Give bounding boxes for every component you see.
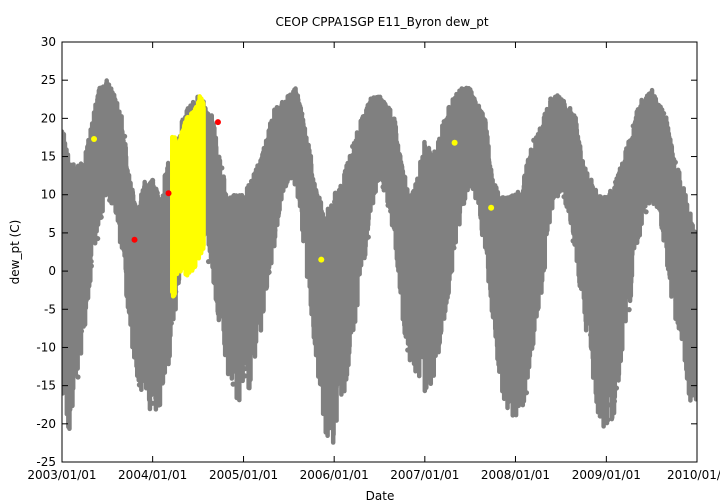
y-tick-label: -10 bbox=[36, 340, 56, 354]
y-tick-label: 5 bbox=[48, 226, 56, 240]
x-tick-label: 2008/01/01 bbox=[481, 468, 550, 482]
y-tick-label: 0 bbox=[48, 264, 56, 278]
data-point bbox=[605, 417, 611, 423]
data-point bbox=[205, 258, 212, 265]
y-axis-label: dew_pt (C) bbox=[8, 220, 22, 285]
series-yellow bbox=[91, 94, 495, 299]
series-gray bbox=[62, 78, 697, 445]
y-tick-label: -20 bbox=[36, 417, 56, 431]
yellow-marker-point bbox=[451, 139, 458, 146]
data-point bbox=[122, 133, 128, 139]
data-point bbox=[88, 258, 94, 265]
data-layer bbox=[62, 78, 697, 445]
y-tick-label: -5 bbox=[44, 302, 56, 316]
x-tick-label: 2010/01/01 bbox=[667, 468, 720, 482]
data-point bbox=[230, 381, 236, 387]
red-marker-point bbox=[165, 190, 172, 197]
red-marker-point bbox=[214, 119, 221, 126]
y-tick-label: -25 bbox=[36, 455, 56, 469]
plot-frame bbox=[61, 41, 698, 463]
x-tick-label: 2007/01/01 bbox=[390, 468, 459, 482]
data-point bbox=[416, 361, 422, 367]
data-point bbox=[266, 269, 272, 275]
data-point bbox=[451, 245, 457, 251]
data-point bbox=[672, 159, 678, 165]
data-point bbox=[74, 347, 80, 353]
data-point bbox=[88, 263, 94, 269]
x-tick-label: 2006/01/01 bbox=[300, 468, 369, 482]
red-marker-point bbox=[131, 236, 138, 243]
data-point bbox=[643, 209, 649, 215]
data-point bbox=[299, 111, 305, 117]
x-tick-label: 2009/01/01 bbox=[572, 468, 641, 482]
y-axis: 30 25 20 15 10 5 0 -5 -10 -15 -20 -25 bbox=[36, 35, 697, 469]
series-red bbox=[131, 119, 221, 243]
y-tick-label: 25 bbox=[41, 73, 56, 87]
x-axis: 2003/01/01 2004/01/01 2005/01/01 2006/01/01… bbox=[27, 42, 720, 482]
x-tick-label: 2004/01/01 bbox=[118, 468, 187, 482]
data-point bbox=[95, 235, 101, 242]
y-tick-label: 30 bbox=[41, 35, 56, 49]
x-tick-label: 2003/01/01 bbox=[27, 468, 96, 482]
data-point bbox=[661, 110, 667, 117]
chart-title: CEOP CPPA1SGP E11_Byron dew_pt bbox=[275, 15, 488, 29]
data-point bbox=[613, 385, 620, 391]
y-tick-label: -15 bbox=[36, 379, 56, 393]
data-point bbox=[367, 202, 373, 208]
data-point bbox=[365, 234, 371, 240]
data-point bbox=[242, 373, 248, 379]
data-point bbox=[168, 320, 174, 326]
x-axis-label: Date bbox=[366, 489, 395, 503]
data-point bbox=[589, 184, 596, 190]
x-tick-label: 2005/01/01 bbox=[209, 468, 278, 482]
data-point bbox=[272, 227, 278, 233]
data-point bbox=[219, 165, 225, 171]
y-tick-label: 15 bbox=[41, 150, 56, 164]
y-tick-label: 20 bbox=[41, 111, 56, 125]
yellow-marker-point bbox=[318, 256, 325, 263]
data-point bbox=[523, 390, 530, 396]
y-tick-label: 10 bbox=[41, 188, 56, 202]
yellow-marker-point bbox=[91, 135, 98, 142]
data-point bbox=[626, 307, 632, 313]
data-point bbox=[75, 374, 81, 380]
yellow-marker-point bbox=[488, 204, 495, 211]
